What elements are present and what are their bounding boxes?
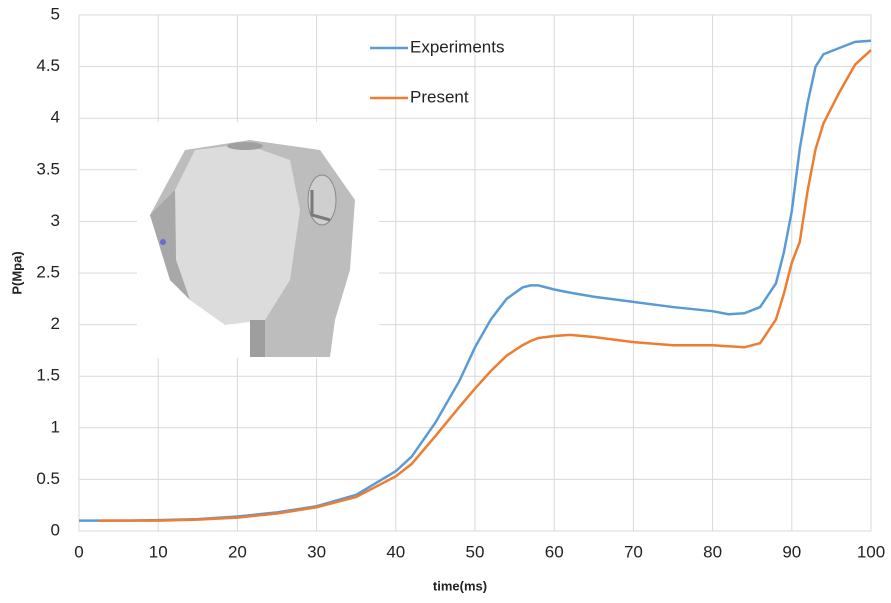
y-tick-label: 5 [51, 4, 60, 23]
chart: 00.511.522.533.544.550102030405060708090… [0, 0, 891, 603]
x-axis-title: time(ms) [433, 578, 487, 593]
x-tick-label: 20 [228, 542, 247, 561]
inset-image [137, 122, 379, 358]
x-tick-label: 70 [624, 542, 643, 561]
y-tick-label: 4.5 [36, 56, 60, 75]
x-tick-label: 100 [857, 542, 885, 561]
x-tick-label: 40 [386, 542, 405, 561]
y-tick-label: 0 [51, 520, 60, 539]
y-tick-label: 2.5 [36, 262, 60, 281]
legend-label: Experiments [410, 37, 504, 56]
y-tick-label: 1 [51, 417, 60, 436]
x-tick-label: 0 [74, 542, 83, 561]
legend-label: Present [410, 87, 469, 106]
x-tick-label: 50 [466, 542, 485, 561]
x-tick-label: 10 [149, 542, 168, 561]
y-tick-label: 3.5 [36, 159, 60, 178]
y-tick-label: 3 [51, 211, 60, 230]
y-tick-label: 2 [51, 314, 60, 333]
x-tick-label: 30 [307, 542, 326, 561]
y-axis-title: P(Mpa) [9, 251, 24, 294]
y-tick-label: 4 [51, 108, 60, 127]
y-tick-label: 0.5 [36, 469, 60, 488]
x-tick-label: 60 [545, 542, 564, 561]
x-tick-label: 80 [703, 542, 722, 561]
x-tick-label: 90 [782, 542, 801, 561]
y-tick-label: 1.5 [36, 366, 60, 385]
